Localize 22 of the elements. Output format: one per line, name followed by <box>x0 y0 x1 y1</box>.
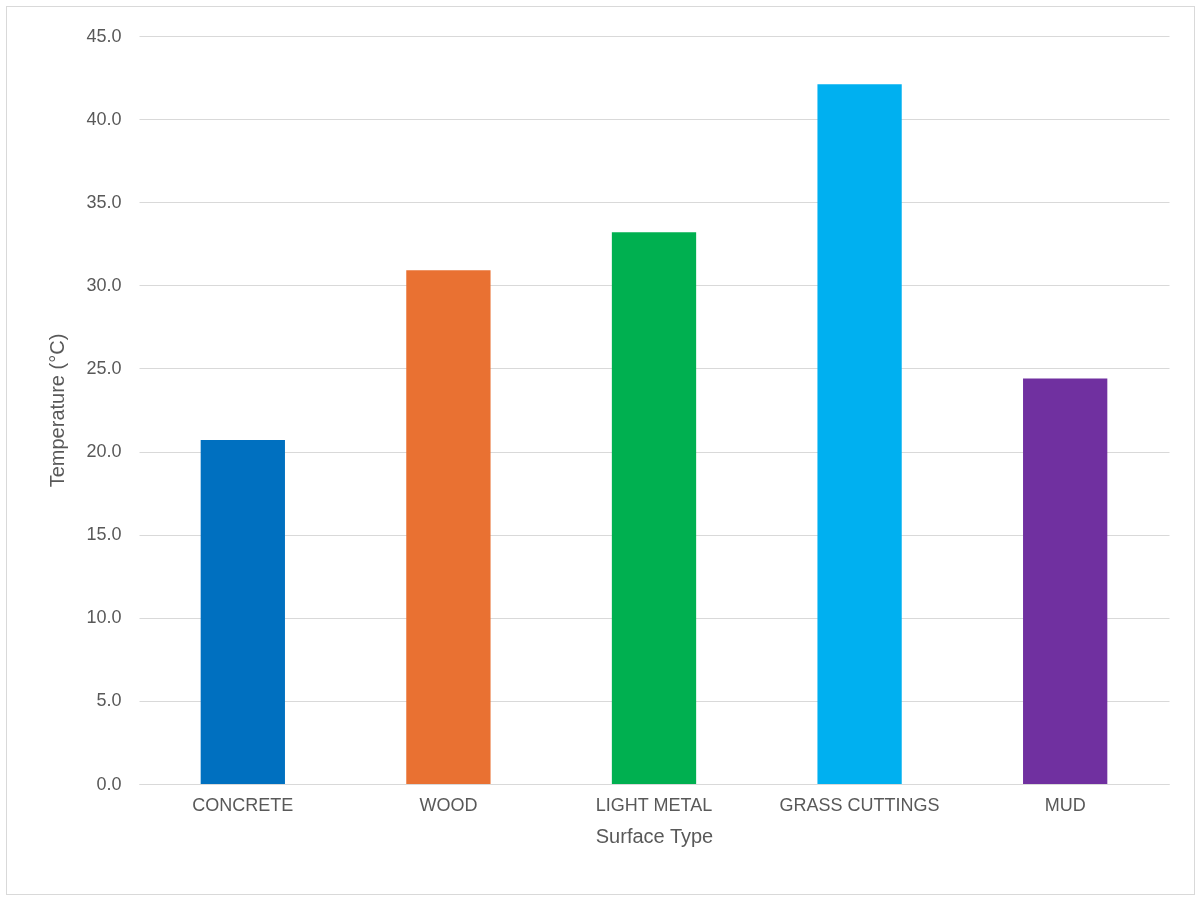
y-axis-title: Temperature (°C) <box>46 333 69 488</box>
y-tick-label: 35.0 <box>86 191 122 212</box>
y-tick-label: 20.0 <box>86 441 122 462</box>
bar <box>1023 378 1108 784</box>
y-tick-label: 25.0 <box>86 357 122 378</box>
y-tick-label: 45.0 <box>86 25 122 46</box>
y-tick-label: 5.0 <box>96 690 122 711</box>
bar <box>817 84 902 784</box>
y-tick-label: 0.0 <box>96 773 122 794</box>
y-tick-label: 40.0 <box>86 108 122 129</box>
y-tick-label: 10.0 <box>86 607 122 628</box>
bar <box>406 270 491 784</box>
x-tick-label: GRASS CUTTINGS <box>779 794 940 815</box>
y-tick-label: 30.0 <box>86 274 122 295</box>
y-tick-label: 15.0 <box>86 524 122 545</box>
x-tick-label: LIGHT METAL <box>595 794 713 815</box>
x-tick-label: MUD <box>1044 794 1086 815</box>
bar <box>611 232 697 784</box>
x-axis-title: Surface Type <box>595 824 714 847</box>
bar <box>200 439 285 784</box>
x-tick-label: CONCRETE <box>192 794 294 815</box>
x-tick-label: WOOD <box>419 794 478 815</box>
